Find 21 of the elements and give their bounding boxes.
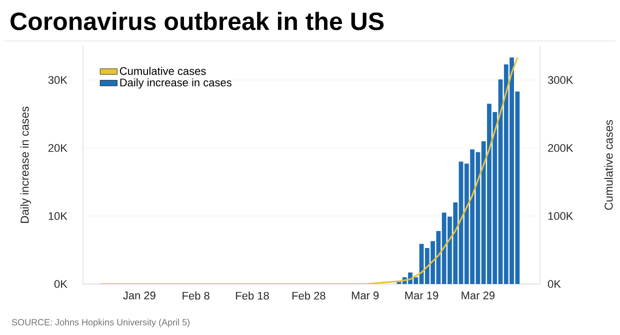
legend-label: Cumulative cases — [120, 66, 206, 75]
y2-tick-label: 200K — [548, 144, 574, 152]
legend-label: Daily increase in cases — [120, 78, 232, 89]
y-axis-title: Daily increase in cases — [20, 106, 32, 223]
x-tick-label: Feb 8 — [182, 292, 210, 300]
x-tick-label: Mar 9 — [352, 292, 379, 300]
y2-axis-title: Cumulative cases — [604, 120, 613, 210]
source-note: SOURCE: Johns Hopkins University (April 5) — [12, 318, 190, 328]
y-tick-label: 0K — [54, 280, 68, 288]
y2-tick-label: 100K — [548, 212, 574, 220]
chart-title: Coronavirus outbreak in the US — [10, 12, 384, 30]
x-tick-label: Jan 29 — [123, 292, 156, 300]
y-tick-label: 30K — [48, 76, 68, 84]
x-tick-label: Mar 19 — [405, 292, 438, 300]
x-tick-label: Feb 18 — [236, 292, 269, 300]
x-tick-label: Feb 28 — [292, 292, 326, 300]
x-tick-label: Mar 29 — [462, 292, 495, 300]
y-tick-label: 10K — [48, 212, 68, 220]
y2-tick-label: 0K — [548, 280, 561, 288]
y2-tick-label: 300K — [548, 76, 574, 84]
y-tick-label: 20K — [48, 144, 68, 152]
